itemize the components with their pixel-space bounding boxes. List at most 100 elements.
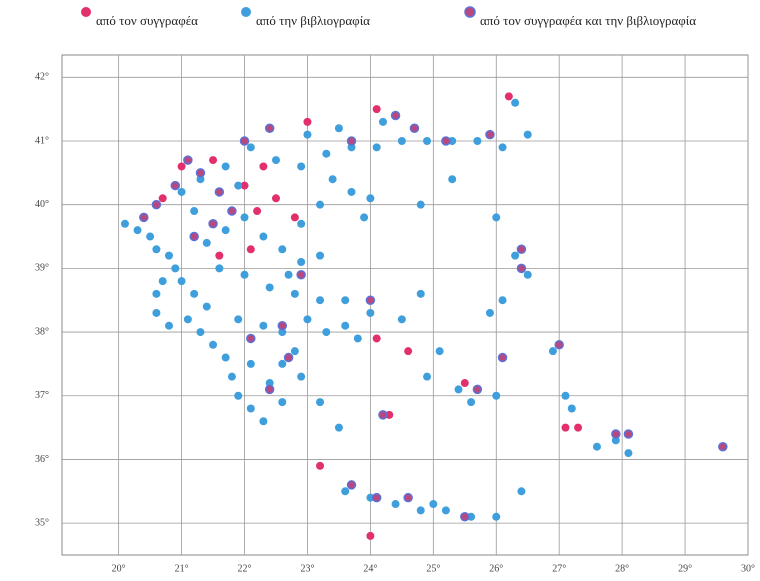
location-dot — [264, 384, 275, 395]
location-dot — [151, 199, 162, 210]
x-tick-label: 26° — [489, 563, 503, 574]
location-dot — [189, 231, 199, 242]
location-dot — [303, 315, 312, 324]
location-dot — [221, 226, 230, 235]
location-dot — [341, 487, 350, 496]
location-dot — [284, 270, 293, 279]
location-dot — [177, 162, 186, 171]
location-dot — [372, 105, 381, 114]
location-dot — [303, 130, 312, 139]
location-dot — [574, 423, 583, 432]
location-dot — [152, 308, 161, 317]
location-dot — [492, 213, 501, 222]
location-dot — [120, 219, 129, 228]
location-dot — [561, 391, 570, 400]
location-dot — [460, 379, 469, 388]
location-dot — [234, 391, 243, 400]
location-dot — [246, 404, 255, 413]
location-dot — [366, 531, 375, 540]
location-dot — [290, 289, 299, 298]
location-dot — [592, 442, 601, 451]
location-dot — [561, 423, 570, 432]
location-dot — [221, 353, 230, 362]
x-tick-label: 23° — [300, 563, 314, 574]
location-dot — [423, 372, 432, 381]
y-tick-label: 36° — [35, 454, 49, 465]
location-dot — [346, 136, 357, 146]
location-dot — [371, 492, 382, 503]
location-dot — [239, 136, 250, 146]
y-tick-label: 42° — [35, 72, 49, 83]
location-dot — [290, 347, 299, 356]
location-dot — [623, 429, 634, 439]
location-dot — [472, 384, 483, 395]
location-dot — [139, 212, 149, 223]
location-dot — [611, 436, 620, 445]
location-dot — [278, 398, 287, 407]
location-dot — [492, 512, 501, 521]
location-dot — [265, 283, 274, 292]
location-dot — [497, 352, 508, 363]
location-dot — [278, 328, 287, 337]
legend-dot — [241, 7, 251, 17]
x-tick-label: 22° — [238, 563, 252, 574]
location-dot — [460, 512, 470, 522]
location-dot — [498, 296, 507, 305]
location-dot — [372, 143, 381, 152]
legend-dot — [464, 6, 476, 18]
location-dot — [234, 181, 243, 190]
location-dot — [202, 302, 211, 311]
location-dot — [183, 155, 193, 165]
location-dot — [177, 277, 186, 286]
location-dot — [158, 194, 167, 203]
location-dot — [523, 130, 532, 139]
location-dot — [435, 347, 444, 356]
location-dot — [316, 461, 325, 470]
map-frame — [61, 54, 749, 556]
location-dot — [511, 251, 520, 260]
legend-label: από τον συγγραφέα και την βιβλιογραφία — [480, 13, 696, 28]
location-dot — [416, 506, 425, 515]
x-tick-label: 29° — [678, 563, 692, 574]
location-dot — [152, 245, 161, 254]
y-tick-label: 41° — [35, 135, 49, 146]
location-dot — [196, 175, 205, 184]
location-dot — [240, 181, 249, 190]
location-dot — [611, 429, 621, 439]
location-dot — [158, 277, 167, 286]
location-dot — [448, 175, 457, 184]
location-dot — [164, 321, 173, 330]
location-dot — [195, 168, 206, 178]
location-dot — [378, 117, 387, 126]
location-dot — [196, 328, 205, 337]
location-dot — [454, 385, 463, 394]
x-tick-label: 25° — [426, 563, 440, 574]
location-dot — [259, 162, 268, 171]
location-dot — [278, 359, 287, 368]
location-dot — [516, 244, 527, 255]
location-dot — [322, 149, 331, 158]
location-dot — [346, 480, 357, 490]
location-dot — [221, 162, 230, 171]
location-dot — [511, 98, 520, 107]
location-dot — [365, 295, 376, 305]
location-dot — [316, 296, 325, 305]
location-dot — [146, 232, 155, 241]
location-dot — [277, 320, 288, 331]
location-dot — [404, 347, 413, 356]
location-dot — [253, 207, 262, 216]
legend-label: από την βιβλιογραφία — [256, 13, 370, 28]
location-dot — [246, 333, 256, 344]
location-dot — [341, 296, 350, 305]
location-dot — [397, 136, 406, 145]
location-dot — [303, 117, 312, 126]
legend-label: από τον συγγραφέα — [96, 13, 198, 28]
location-dot — [429, 500, 438, 509]
location-dot — [378, 410, 388, 420]
location-dot — [296, 269, 306, 280]
location-dot — [366, 194, 375, 203]
location-dot — [316, 398, 325, 407]
x-tick-label: 27° — [552, 563, 566, 574]
x-tick-label: 30° — [741, 563, 755, 574]
location-dot — [297, 219, 306, 228]
